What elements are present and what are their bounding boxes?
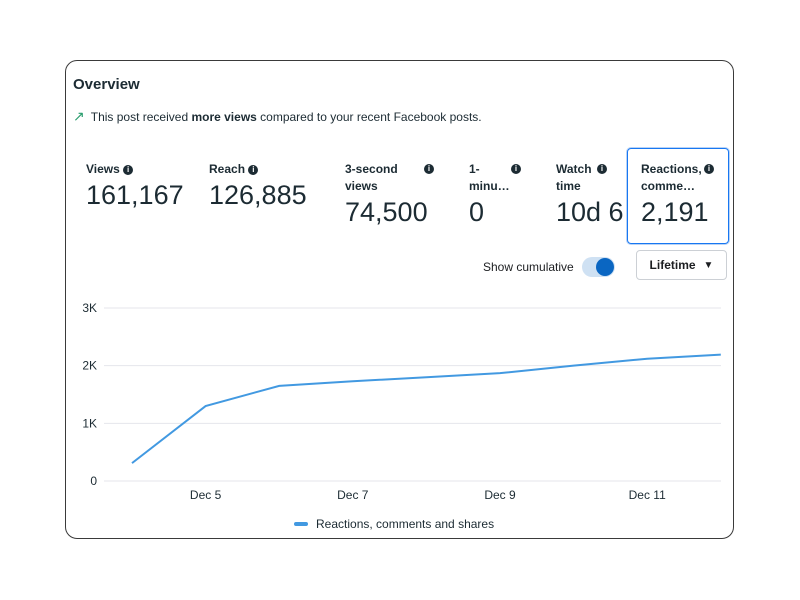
metric-3s-views[interactable]: 3-second views i 74,500 — [345, 161, 435, 228]
selected-metric-highlight — [627, 148, 729, 244]
y-tick-label: 2K — [82, 359, 97, 373]
info-icon[interactable]: i — [123, 164, 134, 175]
metric-label: Reach — [209, 162, 246, 176]
metric-label: Views — [86, 162, 120, 176]
metric-reach[interactable]: Reach i 126,885 — [209, 161, 307, 211]
metric-views[interactable]: Views i 161,167 — [86, 161, 184, 211]
note-suffix: compared to your recent Facebook posts. — [256, 109, 482, 124]
metric-label: 1-minu… — [469, 162, 510, 193]
metric-label: 3-second views — [345, 162, 398, 193]
metric-value: 126,885 — [209, 180, 307, 210]
legend-swatch — [294, 522, 308, 526]
card-title: Overview — [73, 76, 140, 93]
note-bold: more views — [191, 109, 257, 124]
metric-watch-time[interactable]: Watch time i 10d 6 — [556, 161, 624, 228]
y-tick-label: 1K — [82, 416, 97, 430]
metric-value: 2,191 — [641, 197, 709, 227]
cumulative-toggle-row: Show cumulative — [483, 257, 615, 277]
info-icon[interactable]: i — [248, 164, 259, 175]
metric-value: 161,167 — [86, 180, 184, 210]
cumulative-toggle[interactable] — [581, 257, 615, 277]
cumulative-label: Show cumulative — [483, 260, 574, 274]
info-icon[interactable]: i — [424, 164, 434, 174]
chart-legend: Reactions, comments and shares — [294, 517, 494, 531]
metric-value: 74,500 — [345, 197, 428, 227]
info-icon[interactable]: i — [597, 164, 607, 174]
metric-value: 0 — [469, 197, 485, 227]
legend-label: Reactions, comments and shares — [316, 517, 495, 531]
date-range-dropdown[interactable]: Lifetime ▼ — [636, 250, 727, 280]
overview-card: Overview ↗ This post received more views… — [65, 60, 734, 539]
trending-up-icon: ↗ — [73, 108, 85, 124]
x-tick-label: Dec 7 — [337, 488, 369, 502]
info-icon[interactable]: i — [704, 164, 714, 174]
metric-1min-views[interactable]: 1-minu… i 0 — [469, 161, 521, 228]
x-tick-label: Dec 5 — [190, 488, 222, 502]
series-line — [131, 353, 721, 464]
y-tick-label: 0 — [90, 474, 97, 488]
date-range-value: Lifetime — [649, 258, 696, 272]
x-tick-label: Dec 9 — [484, 488, 516, 502]
x-tick-label: Dec 11 — [629, 488, 666, 502]
line-chart: 0 1K 2K 3K Dec 5 Dec 7 Dec 9 Dec 11 — [82, 301, 721, 502]
info-icon[interactable]: i — [511, 164, 521, 174]
metric-label: Reactions, comme… — [641, 162, 702, 193]
metric-label: Watch time — [556, 162, 592, 193]
y-tick-label: 3K — [82, 301, 97, 315]
caret-down-icon: ▼ — [703, 259, 714, 271]
metric-reactions[interactable]: Reactions, comme… i 2,191 — [641, 161, 721, 228]
note-prefix: This post received — [90, 109, 192, 124]
metric-value: 10d 6 — [556, 197, 624, 227]
comparison-note: ↗ This post received more views compared… — [73, 108, 482, 125]
